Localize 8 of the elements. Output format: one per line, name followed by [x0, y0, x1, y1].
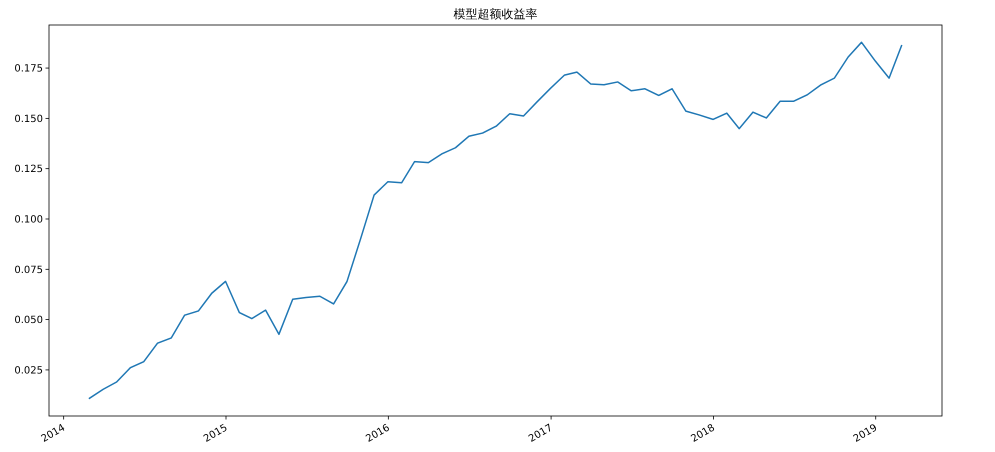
y-tick-label: 0.075 — [14, 264, 43, 276]
y-tick-label: 0.025 — [14, 365, 43, 376]
chart-title: 模型超额收益率 — [454, 7, 538, 21]
y-tick-label: 0.100 — [14, 214, 43, 226]
y-tick-label: 0.050 — [14, 315, 43, 326]
y-tick-label: 0.175 — [14, 64, 43, 75]
y-tick-label: 0.125 — [14, 164, 43, 176]
y-tick-label: 0.150 — [14, 114, 43, 125]
